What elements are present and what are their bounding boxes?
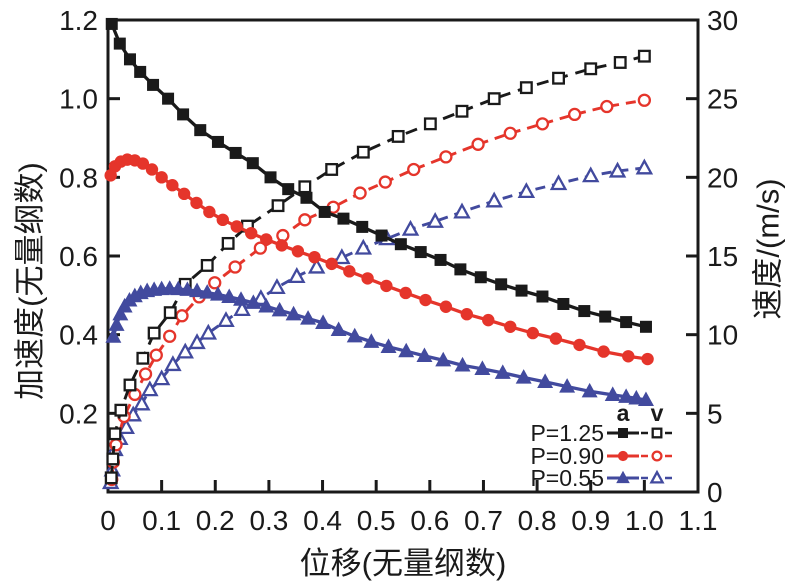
x-tick-label: 0.7 (464, 505, 503, 536)
left-tick-label: 0.2 (59, 398, 98, 429)
x-tick-label: 1.0 (625, 505, 664, 536)
right-tick-label: 20 (707, 162, 738, 193)
right-tick-label: 15 (707, 241, 738, 272)
legend-header-v: v (651, 400, 664, 426)
left-axis-title: 加速度(无量纲数) (12, 162, 48, 400)
right-tick-label: 30 (707, 5, 738, 36)
right-tick-label: 10 (707, 320, 738, 351)
x-axis-title: 位移(无量纲数) (299, 546, 507, 581)
legend-row-label: P=0.55 (530, 465, 604, 491)
left-tick-label: 0.6 (59, 241, 98, 272)
plot-frame (106, 18, 700, 494)
left-tick-label: 0.4 (59, 320, 98, 351)
series-P-0.55-a (105, 280, 654, 407)
x-tick-label: 0 (100, 505, 116, 536)
right-tick-label: 5 (707, 398, 723, 429)
x-tick-label: 0.9 (571, 505, 610, 536)
left-tick-label: 1.0 (59, 84, 98, 115)
axis-ticks: 0 0.1 0.2 0.3 0.4 0.5 0.6 0.7 0.8 0.9 1.0 1.1 0.2 0.4… (59, 5, 738, 536)
x-tick-label: 0.6 (410, 505, 449, 536)
legend-row-label: P=0.90 (530, 443, 604, 469)
x-tick-label: 1.1 (679, 505, 718, 536)
series-P-0.55-v (101, 158, 654, 490)
right-tick-label: 0 (707, 477, 723, 508)
left-tick-label: 1.2 (59, 5, 98, 36)
x-tick-label: 0.2 (196, 505, 235, 536)
series-P-0.90-a (104, 153, 654, 366)
legend-header-a: a (617, 400, 630, 426)
x-tick-label: 0.3 (249, 505, 288, 536)
right-axis-title: 速度/(m/s) (750, 178, 786, 320)
x-tick-label: 0.5 (357, 505, 396, 536)
x-tick-label: 0.8 (518, 505, 557, 536)
legend: a v P=1.25P=0.90P=0.55 (530, 400, 673, 491)
x-tick-label: 0.1 (142, 505, 181, 536)
right-tick-label: 25 (707, 84, 738, 115)
left-tick-label: 0.8 (59, 162, 98, 193)
legend-row-label: P=1.25 (530, 420, 604, 446)
x-tick-label: 0.4 (303, 505, 342, 536)
series-P-1.25-a (105, 17, 652, 333)
